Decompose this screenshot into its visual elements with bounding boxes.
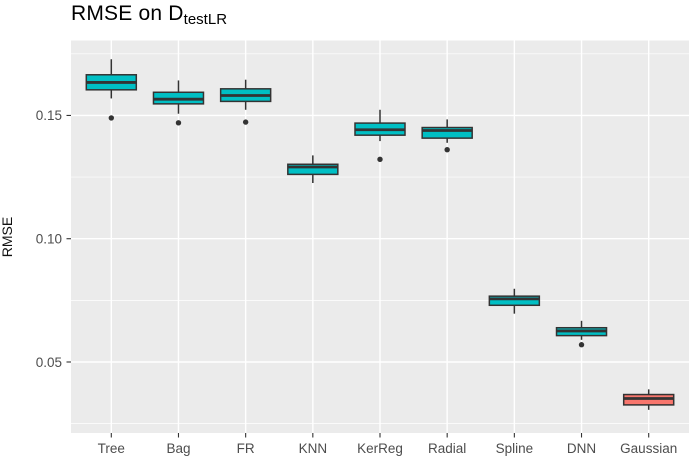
x-tick-label: Radial [428,441,466,456]
box-Radial [421,126,473,139]
chart-title-subscript: testLR [183,11,228,28]
outlier-KerReg [377,156,383,163]
box-Spline [488,295,541,307]
x-tick-label: KerReg [357,441,403,456]
chart-title-main: RMSE on D [71,2,184,25]
chart-title: RMSE on DtestLR [71,2,228,28]
y-tick-label: 0.05 [36,355,62,370]
x-tick-label: DNN [567,441,596,456]
x-tick-label: Gaussian [620,441,677,456]
x-tick-label: Tree [98,441,125,456]
y-tick-label: 0.15 [36,108,62,123]
box-KNN [287,163,339,176]
y-tick-label: 0.10 [36,232,62,247]
outlier-DNN [578,342,585,348]
x-tick-label: Spline [496,441,534,456]
outlier-Radial [444,147,450,153]
x-tick-label: KNN [299,441,328,456]
outlier-FR [242,119,249,125]
outlier-Bag [175,120,182,126]
x-tick-label: FR [237,441,255,456]
x-tick-label: Bag [166,441,190,456]
outlier-Tree [108,115,115,121]
